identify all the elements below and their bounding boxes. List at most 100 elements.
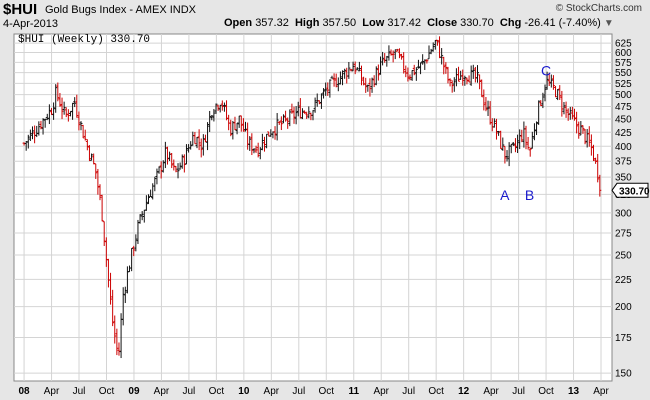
x-tick-label: 11 bbox=[348, 386, 359, 397]
ohlc-bar bbox=[564, 101, 568, 118]
ohlc-bar bbox=[549, 74, 553, 88]
ohlc-bar bbox=[545, 71, 549, 90]
x-tick-label: Jul bbox=[512, 386, 525, 397]
ohlc-bar bbox=[210, 115, 214, 121]
ohlc-bar bbox=[239, 115, 243, 132]
ohlc-bar bbox=[452, 77, 456, 92]
x-tick-label: Oct bbox=[318, 386, 334, 397]
ohlc-bar bbox=[368, 78, 372, 97]
x-tick-label: Apr bbox=[264, 386, 280, 397]
ohlc-bar bbox=[189, 141, 193, 150]
x-tick-label: Apr bbox=[154, 386, 170, 397]
ohlc-bar bbox=[222, 102, 226, 112]
ohlc-bar bbox=[412, 64, 416, 76]
ohlc-bar bbox=[575, 111, 579, 134]
ohlc-bar bbox=[579, 121, 583, 136]
ohlc-bar bbox=[138, 214, 142, 224]
ohlc-bar bbox=[157, 166, 161, 174]
x-tick-label: Jul bbox=[292, 386, 305, 397]
ohlc-bar bbox=[364, 77, 368, 93]
x-tick-label: Oct bbox=[428, 386, 444, 397]
x-tick-label: Apr bbox=[593, 386, 609, 397]
y-tick-label: 225 bbox=[615, 275, 632, 286]
x-tick-label: Apr bbox=[483, 386, 499, 397]
ohlc-bar bbox=[338, 71, 342, 85]
ohlc-bar bbox=[241, 118, 245, 132]
ohlc-bar bbox=[305, 111, 309, 119]
ohlc-bar bbox=[153, 176, 157, 192]
annotation-c: C bbox=[541, 63, 551, 79]
ohlc-bar bbox=[425, 59, 429, 64]
x-tick-label: 09 bbox=[128, 386, 140, 397]
ohlc-bar bbox=[96, 168, 100, 195]
ohlc-bar bbox=[492, 118, 496, 128]
ohlc-bar bbox=[214, 103, 218, 114]
ohlc-bar bbox=[543, 84, 547, 102]
ohlc-bar bbox=[357, 61, 361, 72]
ohlc-bar bbox=[71, 102, 75, 120]
ohlc-bar bbox=[596, 153, 600, 183]
ohlc-bar bbox=[577, 121, 581, 139]
ohlc-bar bbox=[98, 184, 102, 201]
ohlc-bar bbox=[220, 100, 224, 111]
y-tick-label: 250 bbox=[615, 251, 632, 262]
ohlc-bar bbox=[503, 145, 507, 164]
ohlc-bar bbox=[332, 73, 336, 87]
ohlc-bar bbox=[530, 131, 534, 149]
ohlc-bar bbox=[113, 315, 117, 344]
plot-area bbox=[13, 33, 613, 382]
ohlc-bar bbox=[121, 287, 125, 326]
ohlc-bar bbox=[587, 126, 591, 147]
ohlc-bar bbox=[499, 130, 503, 149]
open-label: Open bbox=[224, 17, 253, 29]
ohlc-bar bbox=[182, 154, 186, 173]
ohlc-bar bbox=[170, 153, 174, 169]
ohlc-bar bbox=[94, 163, 98, 179]
ohlc-bar bbox=[406, 67, 410, 82]
ohlc-bar bbox=[513, 138, 517, 153]
ohlc-bar bbox=[115, 328, 119, 356]
ohlc-bar bbox=[165, 146, 169, 165]
ohlc-bar bbox=[402, 52, 406, 74]
legend-entry: $HUI (Weekly) 330.70 bbox=[18, 34, 150, 46]
ohlc-bar bbox=[423, 59, 427, 70]
ohlc-bar bbox=[62, 101, 66, 115]
ohlc-bar bbox=[41, 118, 45, 135]
y-tick-label: 600 bbox=[615, 48, 632, 59]
ohlc-bar bbox=[387, 45, 391, 61]
ohlc-bar bbox=[442, 56, 446, 75]
ohlc-bar bbox=[193, 131, 197, 145]
ohlc-bar bbox=[366, 84, 370, 92]
x-tick-label: Apr bbox=[44, 386, 60, 397]
y-tick-label: 200 bbox=[615, 302, 632, 313]
quote-date: 4-Apr-2013 bbox=[3, 18, 59, 30]
ohlc-bar bbox=[594, 157, 598, 164]
ohlc-bar bbox=[281, 114, 285, 124]
ohlc-bar bbox=[330, 75, 334, 79]
x-tick-label: 08 bbox=[19, 386, 31, 397]
ohlc-bar bbox=[484, 97, 488, 112]
ohlc-bar bbox=[284, 110, 288, 122]
ohlc-bar bbox=[431, 42, 435, 52]
stockcharts-watermark: © StockCharts.com bbox=[555, 3, 642, 14]
y-tick-label: 175 bbox=[615, 333, 632, 344]
ohlc-bar bbox=[248, 136, 252, 151]
x-tick-label: Jul bbox=[73, 386, 86, 397]
ohlc-bar bbox=[469, 65, 473, 86]
ohlc-bar bbox=[537, 100, 541, 125]
open-value: 357.32 bbox=[255, 17, 289, 29]
ohlc-bar bbox=[573, 108, 577, 121]
ohlc-bar bbox=[478, 74, 482, 90]
ohlc-bar bbox=[465, 77, 469, 85]
ohlc-bar bbox=[343, 68, 347, 79]
ohlc-bar bbox=[296, 101, 300, 117]
ohlc-bar bbox=[140, 211, 144, 221]
ohlc-bar bbox=[391, 50, 395, 63]
ohlc-bar bbox=[199, 138, 203, 158]
y-tick-label: 350 bbox=[615, 173, 632, 184]
y-tick-label: 550 bbox=[615, 68, 632, 79]
ohlc-bar bbox=[341, 70, 345, 86]
ohlc-bar bbox=[480, 79, 484, 98]
ohlc-bar bbox=[288, 109, 292, 127]
ohlc-bar bbox=[566, 108, 570, 121]
